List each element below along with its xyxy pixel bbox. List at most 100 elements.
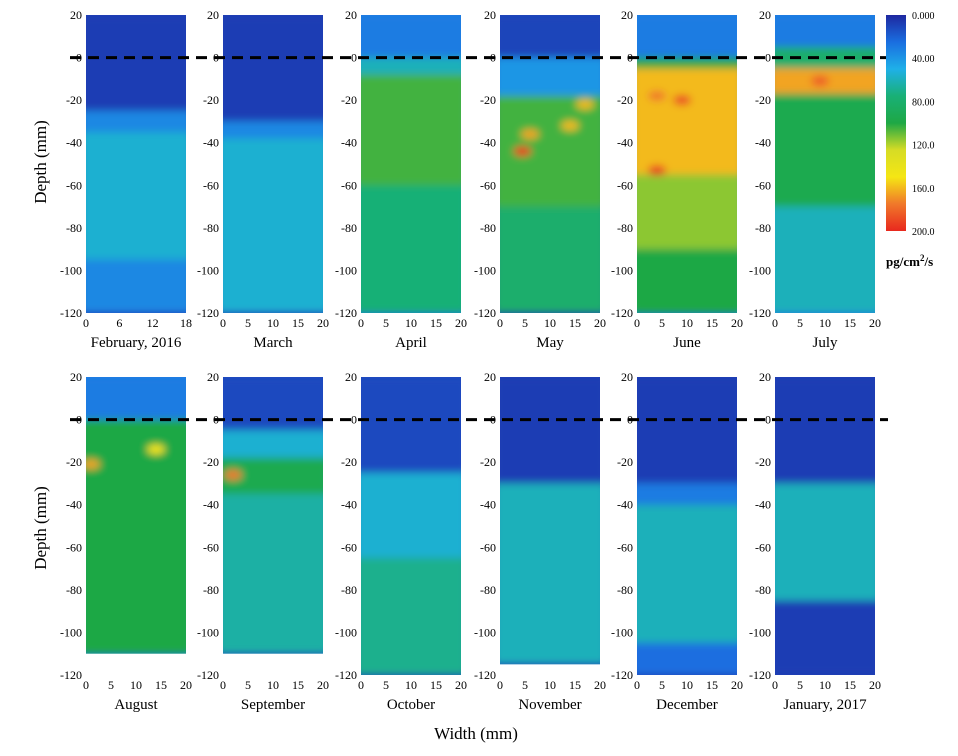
x-tick-label: 20 [180, 678, 192, 692]
y-tick-label: -80 [203, 583, 219, 597]
heatmap-cell [86, 132, 186, 260]
y-tick-label: 20 [484, 8, 496, 22]
y-tick-label: -40 [203, 136, 219, 150]
y-tick-label: -100 [749, 263, 771, 277]
heatmap-cell [361, 557, 461, 675]
x-tick-label: 10 [267, 316, 279, 330]
y-tick-label: -120 [335, 668, 357, 682]
y-tick-label: -120 [474, 306, 496, 320]
heatmap-cell [223, 121, 323, 139]
x-tick-label: 10 [819, 678, 831, 692]
x-tick-label: 15 [430, 316, 442, 330]
heatmap-hotspot [811, 75, 829, 86]
x-tick-label: 20 [455, 678, 467, 692]
month-label: July [812, 335, 838, 351]
month-label: April [395, 335, 427, 351]
y-tick-label: -60 [755, 540, 771, 554]
heatmap-hotspot [86, 459, 100, 470]
month-label: February, 2016 [91, 335, 182, 351]
heatmap-cell [637, 174, 737, 250]
x-tick-label: 10 [267, 678, 279, 692]
x-tick-label: 0 [220, 316, 226, 330]
y-tick-label: -60 [341, 178, 357, 192]
x-tick-label: 0 [634, 316, 640, 330]
x-tick-label: 0 [83, 316, 89, 330]
x-tick-label: 6 [116, 316, 122, 330]
colorbar-gradient [886, 15, 906, 231]
heatmap-cell [637, 57, 737, 69]
x-tick-label: 5 [659, 316, 665, 330]
month-label: January, 2017 [783, 697, 867, 713]
y-tick-label: -60 [341, 540, 357, 554]
y-tick-label: -120 [197, 668, 219, 682]
y-tick-label: -80 [341, 221, 357, 235]
x-tick-label: 20 [455, 316, 467, 330]
heatmap-hotspot [513, 146, 532, 157]
y-tick-label: -20 [617, 93, 633, 107]
y-tick-label: -40 [66, 498, 82, 512]
heatmap-cell [637, 483, 737, 505]
heatmap-hotspot [648, 90, 666, 101]
y-tick-label: -100 [474, 625, 496, 639]
y-tick-label: -80 [755, 221, 771, 235]
x-tick-label: 15 [155, 678, 167, 692]
y-tick-label: -120 [60, 668, 82, 682]
y-tick-label: -100 [335, 625, 357, 639]
month-label: December [656, 697, 718, 713]
y-axis-title-top: Depth (mm) [31, 120, 50, 204]
colorbar-tick-label: 160.0 [912, 184, 935, 195]
heatmap-cell [500, 483, 600, 665]
y-tick-label: -80 [755, 583, 771, 597]
y-axis-title-bottom: Depth (mm) [31, 486, 50, 570]
y-tick-label: -100 [60, 263, 82, 277]
x-tick-label: 5 [522, 678, 528, 692]
y-tick-label: 20 [759, 370, 771, 384]
month-label: May [536, 335, 564, 351]
y-tick-label: -40 [480, 498, 496, 512]
y-tick-label: -80 [617, 583, 633, 597]
y-tick-label: -80 [203, 221, 219, 235]
y-tick-label: -80 [341, 583, 357, 597]
x-tick-label: 20 [317, 678, 329, 692]
y-tick-label: -120 [335, 306, 357, 320]
y-tick-label: -100 [749, 625, 771, 639]
month-label: March [253, 335, 293, 351]
heatmap-hotspot [521, 129, 539, 140]
y-tick-label: -120 [611, 306, 633, 320]
x-tick-label: 15 [292, 316, 304, 330]
x-tick-label: 15 [706, 316, 718, 330]
y-tick-label: 0 [351, 413, 357, 427]
colorbar-tick-label: 80.00 [912, 97, 935, 108]
y-tick-label: -20 [755, 93, 771, 107]
y-tick-label: -60 [480, 540, 496, 554]
y-tick-label: -20 [203, 455, 219, 469]
month-label: June [673, 335, 701, 351]
x-tick-label: 10 [130, 678, 142, 692]
heatmap-cell [361, 377, 461, 473]
y-tick-label: -60 [203, 178, 219, 192]
y-tick-label: -20 [480, 93, 496, 107]
y-tick-label: -100 [197, 263, 219, 277]
month-label: October [387, 697, 435, 713]
y-tick-label: 20 [207, 8, 219, 22]
y-tick-label: -100 [611, 625, 633, 639]
y-tick-label: -60 [66, 540, 82, 554]
y-tick-label: 20 [70, 8, 82, 22]
y-tick-label: -80 [66, 221, 82, 235]
x-tick-label: 20 [317, 316, 329, 330]
colorbar-tick-label: 40.00 [912, 54, 935, 65]
y-tick-label: -40 [617, 498, 633, 512]
y-tick-label: -100 [335, 263, 357, 277]
y-tick-label: -100 [60, 625, 82, 639]
x-tick-label: 20 [869, 316, 881, 330]
x-tick-label: 15 [569, 316, 581, 330]
x-tick-label: 0 [220, 678, 226, 692]
y-tick-label: -60 [66, 178, 82, 192]
x-tick-label: 15 [844, 678, 856, 692]
